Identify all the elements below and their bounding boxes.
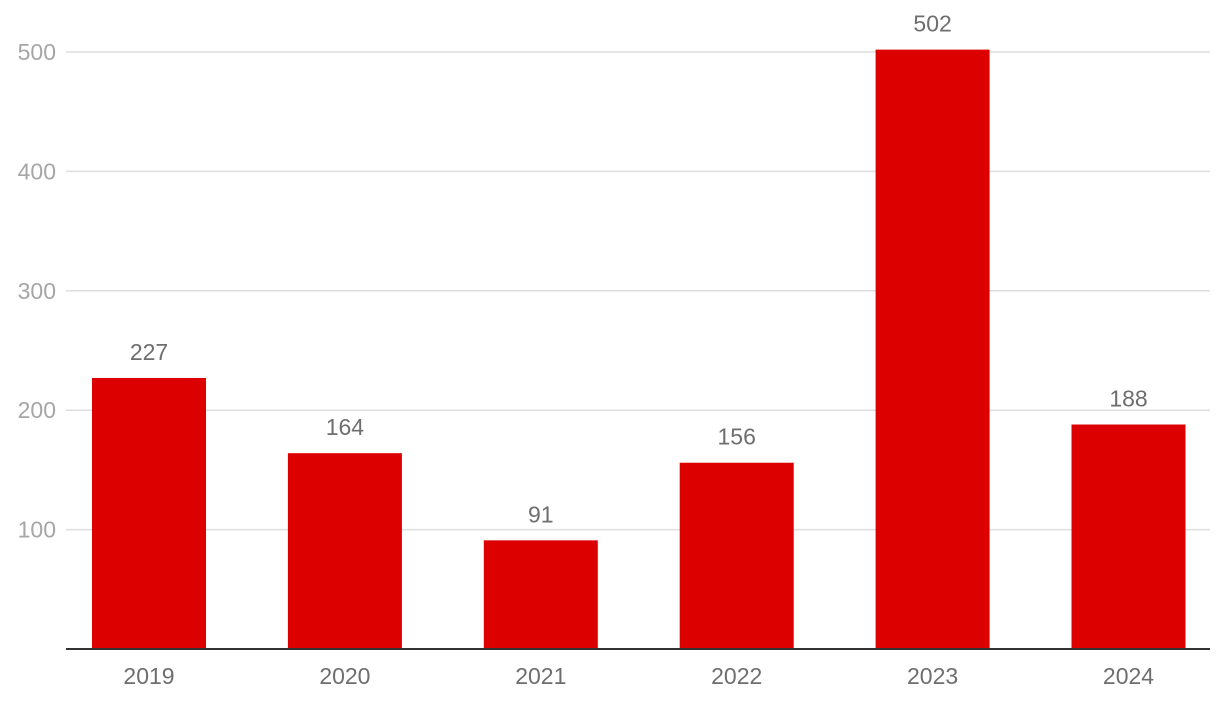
x-tick-label-2024: 2024 [1103, 663, 1154, 689]
data-label-2019: 227 [130, 339, 168, 365]
y-tick-label: 300 [18, 278, 56, 304]
bar-2021 [483, 540, 598, 649]
data-label-2024: 188 [1109, 386, 1147, 412]
x-axis: 2019 2020 2021 2022 2023 2024 [66, 648, 1210, 689]
data-labels: 227 164 91 156 502 188 [130, 11, 1148, 528]
y-axis: 100 200 300 400 500 [18, 39, 56, 543]
y-tick-label: 200 [18, 397, 56, 423]
bar-2024 [1071, 424, 1186, 649]
data-label-2022: 156 [718, 424, 756, 450]
x-tick-label-2023: 2023 [907, 663, 958, 689]
bar-2022 [679, 462, 794, 649]
gridlines [66, 51, 1210, 531]
x-tick-label-2021: 2021 [515, 663, 566, 689]
x-tick-label-2020: 2020 [319, 663, 370, 689]
bar-2019 [92, 377, 206, 649]
bar-2023 [875, 49, 990, 649]
y-tick-label: 100 [18, 517, 56, 543]
data-label-2023: 502 [913, 11, 951, 37]
x-tick-label-2022: 2022 [711, 663, 762, 689]
y-tick-label: 500 [18, 39, 56, 65]
bar-2020 [287, 453, 402, 649]
bars [92, 49, 1186, 649]
data-label-2020: 164 [326, 414, 365, 440]
y-tick-label: 400 [18, 158, 56, 184]
data-label-2021: 91 [528, 501, 554, 527]
x-tick-label-2019: 2019 [123, 663, 174, 689]
